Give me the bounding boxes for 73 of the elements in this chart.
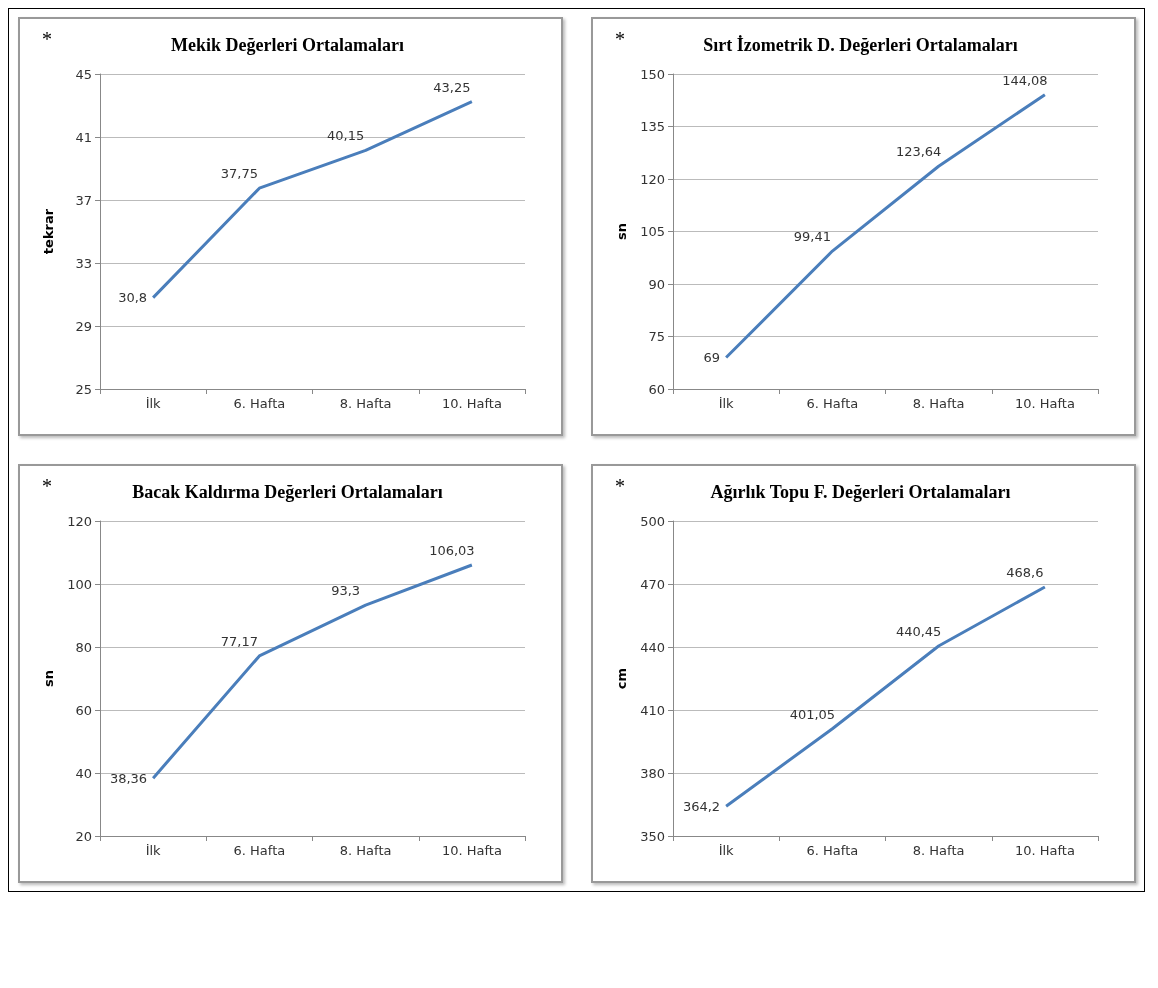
y-tick-label: 105 [639,224,665,239]
y-tick-label: 80 [74,639,92,655]
y-tick-label: 350 [639,828,665,844]
x-tick-label: 8. Hafta [912,843,964,858]
y-tick-label: 75 [647,329,665,344]
data-label: 106,03 [428,543,475,559]
data-label: 144,08 [1001,72,1048,88]
data-label: 30,8 [117,290,147,306]
x-tick-label: 10. Hafta [1014,843,1075,858]
y-tick-label: 120 [639,171,665,187]
y-tick-label: 29 [74,318,92,334]
text: * [614,28,625,50]
y-tick-label: 41 [74,129,92,145]
x-tick-label: 8. Hafta [339,843,391,858]
x-tick-label: 10. Hafta [441,396,502,411]
y-axis-title: sn [613,223,629,240]
y-tick-label: 100 [66,576,92,592]
y-tick-label: 90 [647,276,665,292]
y-tick-label: 40 [74,765,92,781]
data-label: 123,64 [895,144,941,160]
line-series [724,585,1046,808]
data-label: 93,3 [330,583,360,599]
line-series [151,100,473,300]
chart-title: Ağırlık Topu F. Değerleri Ortalamaları [710,482,1010,502]
data-label: 37,75 [220,166,258,182]
data-label: 69 [703,350,720,365]
y-tick-label: 37 [74,192,92,208]
data-label: 38,36 [109,770,147,786]
text: * [614,475,625,497]
x-tick-label: İlk [145,396,161,411]
line-series [724,93,1046,359]
data-label: 77,17 [220,633,258,649]
x-tick-label: 10. Hafta [1014,396,1075,411]
text: * [41,475,52,497]
y-tick-label: 25 [74,381,92,397]
y-tick-label: 20 [74,828,92,844]
y-tick-label: 470 [639,576,665,592]
y-axis-title: cm [613,667,629,690]
data-label: 99,41 [793,229,831,245]
y-tick-label: 440 [639,639,665,655]
data-label: 364,2 [682,798,720,814]
x-tick-label: 6. Hafta [233,843,285,858]
y-tick-label: 150 [639,66,665,82]
y-axis-title: tekrar [40,208,56,255]
x-tick-label: 8. Hafta [339,396,391,411]
data-label: 440,45 [895,624,941,640]
x-tick-label: İlk [718,396,734,411]
y-axis-title: sn [40,670,56,687]
y-tick-label: 45 [74,66,92,82]
y-tick-label: 410 [639,702,665,718]
y-tick-label: 60 [74,702,92,718]
y-tick-label: 380 [639,765,665,781]
data-label: 401,05 [789,706,835,722]
x-tick-label: 6. Hafta [806,843,858,858]
x-tick-label: İlk [145,843,161,858]
y-tick-label: 135 [639,119,665,134]
x-tick-label: 6. Hafta [806,396,858,411]
text: * [41,28,52,50]
chart-title: Sırt İzometrik D. Değerleri Ortalamaları [702,35,1018,55]
x-tick-label: 6. Hafta [233,396,285,411]
x-tick-label: 10. Hafta [441,843,502,858]
data-label: 43,25 [432,79,470,95]
chart-title: Mekik Değerleri Ortalamaları [170,35,404,55]
line-series [151,563,473,780]
y-tick-label: 500 [639,513,665,529]
y-tick-label: 60 [647,381,665,397]
y-tick-label: 33 [74,255,92,271]
x-tick-label: 8. Hafta [912,396,964,411]
data-label: 468,6 [1005,564,1043,580]
data-label: 40,15 [326,128,364,144]
y-tick-label: 120 [66,513,92,529]
x-tick-label: İlk [718,843,734,858]
chart-title: Bacak Kaldırma Değerleri Ortalamaları [131,482,443,502]
